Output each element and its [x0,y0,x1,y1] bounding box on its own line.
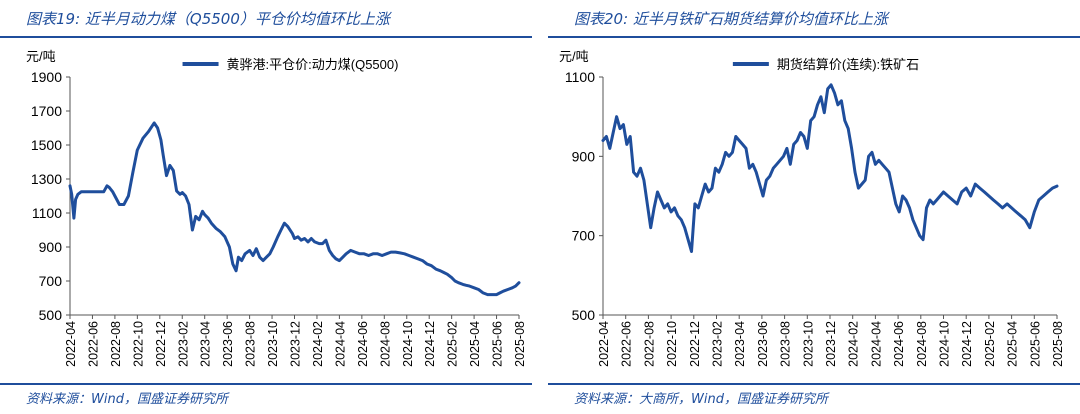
x-tick-label: 2023-02 [711,321,725,367]
source-rule [548,383,1080,385]
x-tick-label: 2023-06 [221,321,235,367]
chart-title: 图表19: 近半月动力煤（Q5500）平仓价均值环比上涨 [26,10,390,28]
y-tick-label: 1700 [31,103,62,119]
source-rule [0,383,532,385]
chart-title: 图表20: 近半月铁矿石期货结算价均值环比上涨 [574,10,888,28]
source-note: 资料来源：Wind，国盛证券研究所 [26,392,228,407]
title-rule [548,36,1080,38]
x-tick-label: 2024-06 [892,321,906,367]
x-tick-label: 2024-04 [869,321,883,367]
x-tick-label: 2022-10 [665,321,679,367]
iron-ore-price-chart: 元/吨 500 700 900 1100 2022-04 2022-06 2022-08 202… [559,49,1065,367]
y-tick-label: 500 [39,307,63,323]
x-tick-label: 2024-02 [311,321,325,367]
x-tick-label: 2022-10 [131,321,145,367]
x-tick-label: 2023-06 [756,321,770,367]
y-tick-label: 1100 [565,69,595,85]
y-tick-label: 500 [572,307,596,323]
x-tick-label: 2023-10 [801,321,815,367]
series-line [601,83,1059,253]
x-tick-label: 2023-10 [266,321,280,367]
y-tick-label: 1100 [32,205,62,221]
y-axis-unit-label: 元/吨 [559,49,589,64]
legend-label: 期货结算价(连续):铁矿石 [777,57,919,72]
x-tick-label: 2023-08 [779,321,793,367]
x-tick-label: 2023-04 [199,321,213,367]
x-tick-label: 2022-08 [109,321,123,367]
source-note: 资料来源：大商所，Wind，国盛证券研究所 [574,392,828,407]
y-axis-unit-label: 元/吨 [26,49,56,64]
x-tick-label: 2025-04 [468,321,482,367]
x-tick-label: 2024-12 [960,321,974,367]
y-tick-label: 900 [572,148,596,164]
chart-panel-coal: 图表19: 近半月动力煤（Q5500）平仓价均值环比上涨 元/吨 500 700 90… [0,0,532,414]
x-tick-label: 2025-06 [491,321,505,367]
x-tick-label: 2022-12 [154,321,168,367]
x-tick-label: 2023-12 [289,321,303,367]
x-tick-label: 2022-06 [86,321,100,367]
x-tick-label: 2024-08 [378,321,392,367]
y-tick-label: 700 [572,228,596,244]
x-tick-label: 2024-12 [423,321,437,367]
x-tick-label: 2022-12 [688,321,702,367]
x-tick-label: 2023-08 [244,321,258,367]
x-tick-label: 2024-08 [915,321,929,367]
x-tick-label: 2024-06 [356,321,370,367]
x-tick-label: 2023-04 [733,321,747,367]
x-tick-label: 2025-06 [1028,321,1042,367]
x-tick-label: 2025-04 [1006,321,1020,367]
y-tick-label: 900 [39,239,63,255]
x-tick-label: 2025-08 [513,321,527,367]
y-tick-label: 1500 [31,137,62,153]
x-tick-label: 2024-04 [333,321,347,367]
x-tick-label: 2022-06 [620,321,634,367]
y-tick-label: 1900 [31,69,62,85]
chart-panel-iron-ore: 图表20: 近半月铁矿石期货结算价均值环比上涨 元/吨 500 700 900 1100… [548,0,1080,414]
x-tick-label: 2025-02 [446,321,460,367]
x-tick-label: 2022-04 [64,321,78,367]
y-tick-label: 1300 [31,171,62,187]
coal-price-chart: 元/吨 500 700 900 1100 1300 1500 1700 1900 2022-04 2… [26,49,527,367]
x-tick-label: 2025-08 [1051,321,1065,367]
y-tick-label: 700 [39,273,63,289]
series-line [68,121,521,297]
x-tick-label: 2023-02 [176,321,190,367]
x-tick-label: 2025-02 [983,321,997,367]
x-tick-label: 2024-10 [401,321,415,367]
x-tick-label: 2024-02 [847,321,861,367]
x-tick-label: 2023-12 [824,321,838,367]
x-tick-label: 2022-08 [642,321,656,367]
x-tick-label: 2022-04 [597,321,611,367]
title-rule [0,36,532,38]
x-tick-label: 2024-10 [938,321,952,367]
legend-label: 黄骅港:平仓价:动力煤(Q5500) [227,57,399,72]
